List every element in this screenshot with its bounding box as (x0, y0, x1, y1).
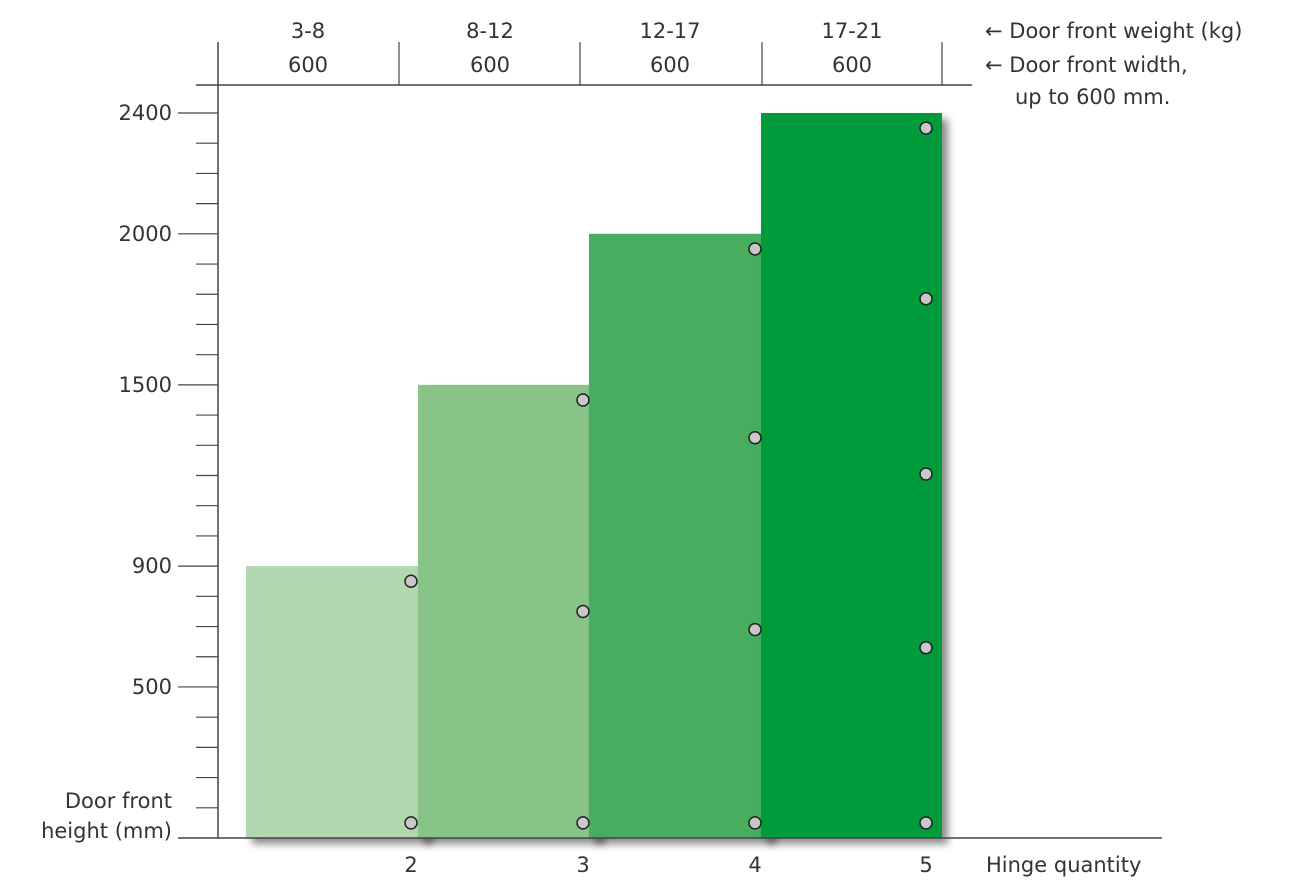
y-axis-label-line1: Door front (65, 789, 172, 813)
hinge-marker-3-3 (576, 393, 590, 407)
x-tick-label-5: 5 (919, 853, 932, 877)
x-axis-label: Hinge quantity (986, 853, 1141, 877)
hinge-marker-5-5 (919, 121, 933, 135)
hinge-marker-3-1 (576, 816, 590, 830)
width-label-1: 600 (288, 53, 328, 77)
hinge-marker-4-2 (748, 622, 762, 637)
hinge-marker-5-1 (919, 816, 933, 830)
bar-3-hinges (418, 384, 599, 838)
hinge-marker-5-4 (919, 292, 933, 306)
width-label-3: 600 (650, 53, 690, 77)
bars-layer (246, 113, 942, 839)
hinge-marker-2-1 (404, 816, 418, 830)
hinge-marker-4-3 (748, 430, 762, 445)
hinge-marker-5-3 (919, 467, 933, 481)
y-tick-label-1500: 1500 (119, 373, 172, 397)
bar-4-hinges (589, 233, 770, 839)
weight-label-2: 8-12 (466, 19, 514, 43)
y-tick-label-2000: 2000 (119, 222, 172, 246)
width-label-4: 600 (832, 53, 872, 77)
hinge-marker-4-1 (748, 816, 762, 830)
y-axis-ticks (178, 112, 218, 809)
x-tick-label-4: 4 (748, 853, 761, 877)
width-legend-line1: ← Door front width, (985, 53, 1188, 77)
weight-label-1: 3-8 (291, 19, 325, 43)
x-tick-label-2: 2 (404, 853, 417, 877)
weight-label-3: 12-17 (639, 19, 700, 43)
width-legend-line2: up to 600 mm. (1015, 85, 1170, 109)
bar-2-hinges (246, 566, 427, 838)
width-label-2: 600 (470, 53, 510, 77)
hinge-marker-2-2 (404, 574, 418, 588)
weight-label-4: 17-21 (821, 19, 882, 43)
hinge-markers (404, 121, 933, 830)
y-tick-label-500: 500 (132, 675, 172, 699)
weight-legend: ← Door front weight (kg) (985, 19, 1242, 43)
y-tick-label-2400: 2400 (119, 101, 172, 125)
top-axis-dividers (398, 42, 943, 85)
bar-5-hinges (761, 113, 942, 838)
y-tick-label-900: 900 (132, 554, 172, 578)
y-axis-label-line2: height (mm) (41, 819, 172, 843)
hinge-marker-3-2 (576, 604, 590, 619)
hinge-marker-5-2 (919, 640, 933, 655)
hinge-marker-4-4 (748, 242, 762, 256)
x-tick-label-3: 3 (576, 853, 589, 877)
